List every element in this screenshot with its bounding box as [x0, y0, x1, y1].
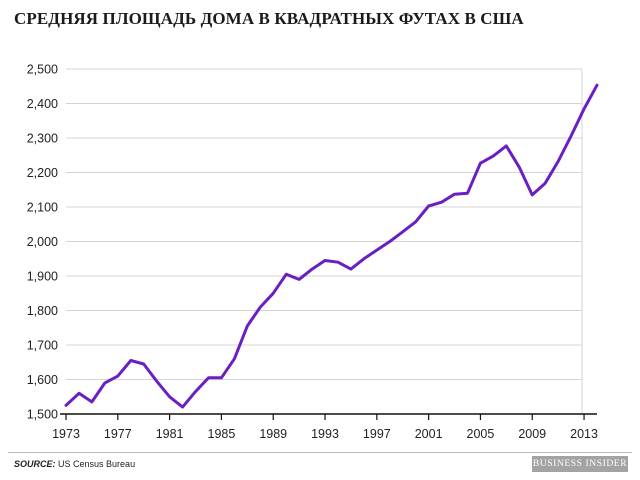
brand-logo: BUSINESS INSIDER: [532, 456, 628, 472]
footer-divider: [8, 452, 632, 453]
x-tick-label: 1981: [156, 427, 184, 441]
y-tick-label: 2,300: [27, 132, 58, 146]
y-tick-label: 1,700: [27, 339, 58, 353]
x-tick-label: 1985: [208, 427, 236, 441]
x-tick-label: 1989: [259, 427, 287, 441]
y-tick-label: 2,500: [27, 63, 58, 77]
y-tick-label: 1,500: [27, 408, 58, 422]
y-tick-label: 2,100: [27, 201, 58, 215]
x-tick-label: 1977: [104, 427, 132, 441]
y-tick-label: 2,400: [27, 97, 58, 111]
source-note: SOURCE: US Census Bureau: [14, 459, 135, 469]
x-tick-label: 2001: [415, 427, 443, 441]
chart-title: СРЕДНЯЯ ПЛОЩАДЬ ДОМА В КВАДРАТНЫХ ФУТАХ …: [14, 9, 524, 28]
x-tick-label: 1997: [363, 427, 391, 441]
x-tick-label: 2009: [518, 427, 546, 441]
source-text: US Census Bureau: [58, 459, 136, 469]
y-tick-label: 1,600: [27, 373, 58, 387]
x-tick-label: 2005: [467, 427, 495, 441]
x-tick-label: 1993: [311, 427, 339, 441]
y-tick-label: 2,200: [27, 166, 58, 180]
y-tick-label: 1,900: [27, 270, 58, 284]
y-tick-label: 1,800: [27, 304, 58, 318]
x-tick-label: 2013: [570, 427, 598, 441]
series-line: [64, 83, 599, 409]
y-tick-label: 2,000: [27, 235, 58, 249]
x-tick-label: 1973: [52, 427, 80, 441]
source-label: SOURCE:: [14, 459, 56, 469]
